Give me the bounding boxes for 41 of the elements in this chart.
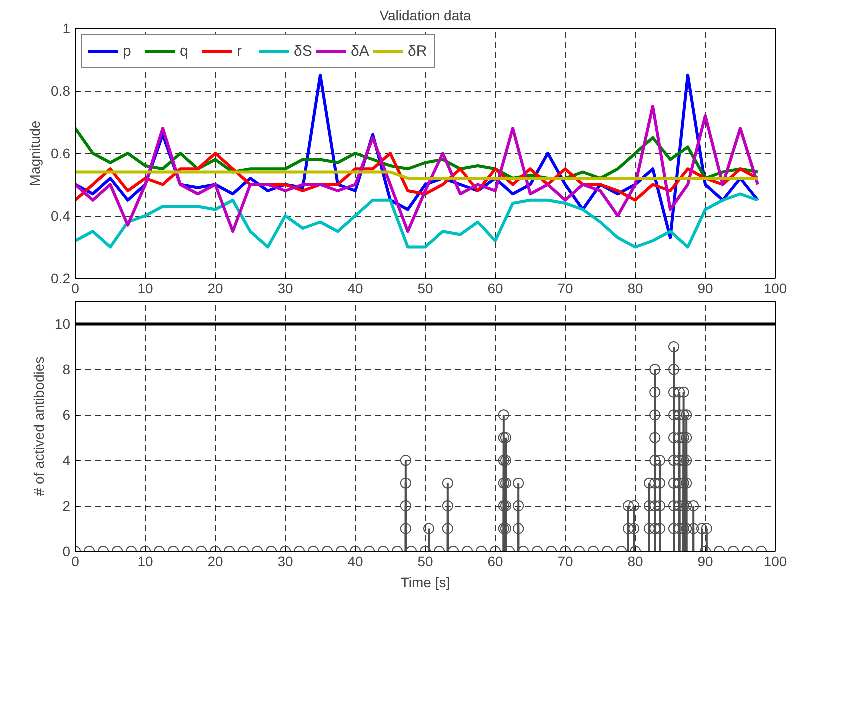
x-tick-label: 20 [208,280,224,296]
x-tick-label: 70 [558,280,574,296]
y-tick-label: 0 [62,544,71,560]
y-tick-label: 0.2 [51,270,71,286]
y-tick-label: 0.8 [51,83,71,99]
legend-label: δA [351,42,370,60]
y-axis-title: # of actived antibodies [30,356,47,496]
y-tick-label: 8 [62,362,71,378]
x-tick-label: 90 [698,280,714,296]
x-tick-label: 30 [278,554,294,570]
y-axis-title: Magnitude [27,120,44,186]
y-tick-label: 0.4 [51,208,71,224]
y-tick-label: 2 [62,498,71,514]
x-tick-label: 10 [138,280,154,296]
x-tick-label: 50 [418,280,434,296]
x-tick-label: 60 [488,554,504,570]
x-tick-label: 50 [418,554,434,570]
y-tick-label: 1 [62,20,71,36]
x-tick-label: 40 [348,554,364,570]
legend-label: q [180,42,190,60]
x-tick-label: 80 [628,280,644,296]
x-axis-title: Time [s] [400,574,450,590]
x-tick-label: 90 [698,554,714,570]
y-tick-label: 10 [54,316,71,332]
y-tick-label: 4 [62,452,71,469]
chart-title: Validation data [380,8,472,24]
y-tick-label: 0.6 [51,146,71,162]
legend-label: δR [408,42,428,60]
x-tick-label: 80 [628,554,644,570]
y-tick-label: 6 [62,407,71,424]
legend-label: r [237,42,243,60]
x-tick-label: 30 [278,280,294,296]
x-tick-label: 20 [208,554,224,570]
x-tick-label: 70 [558,554,574,570]
legend-label: p [123,42,132,60]
x-tick-label: 60 [488,280,504,296]
x-tick-label: 100 [764,280,788,296]
x-tick-label: 10 [138,554,154,570]
x-tick-label: 40 [348,280,364,296]
legend-label: δS [294,42,314,60]
x-tick-label: 100 [764,554,788,570]
